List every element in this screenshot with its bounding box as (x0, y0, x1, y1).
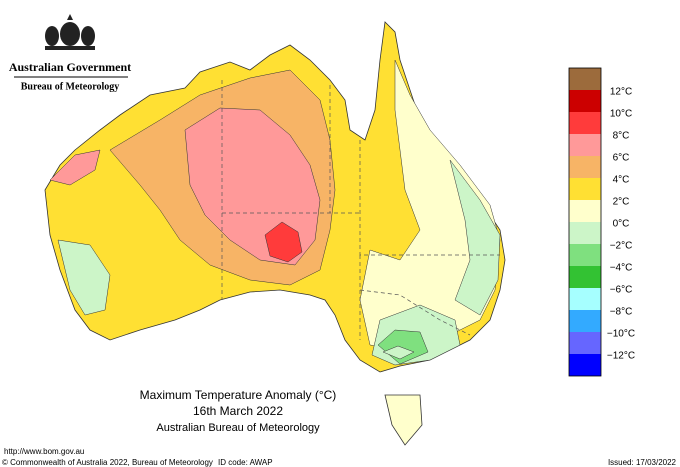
legend-swatch (569, 310, 601, 332)
legend-label: 4°C (613, 175, 630, 186)
legend-label: 6°C (613, 153, 630, 164)
footer-issued: Issued: 17/03/2022 (608, 458, 677, 467)
legend-label: 10°C (610, 109, 632, 120)
bureau-name: Bureau of Meteorology (21, 81, 120, 92)
australia-map (44, 21, 506, 446)
legend-swatch (569, 90, 601, 112)
map-title: Maximum Temperature Anomaly (°C) (140, 388, 337, 402)
map-source: Australian Bureau of Meteorology (156, 422, 320, 434)
legend-swatch (569, 332, 601, 354)
anomaly-8-10 (264, 221, 303, 263)
legend-label: −4°C (610, 263, 633, 274)
legend-swatch (569, 266, 601, 288)
legend-swatch (569, 112, 601, 134)
legend-swatch (569, 288, 601, 310)
legend-swatch (569, 156, 601, 178)
legend-label: −8°C (610, 307, 633, 318)
legend-swatch (569, 222, 601, 244)
legend-swatch (569, 134, 601, 156)
map-date: 16th March 2022 (193, 404, 283, 418)
anomaly-se-neg2 (377, 329, 429, 365)
legend-swatch (569, 244, 601, 266)
anomaly-se-neg3 (382, 345, 415, 360)
legend-swatch (569, 178, 601, 200)
legend-label: 8°C (613, 131, 630, 142)
legend-label: −2°C (610, 241, 633, 252)
footer-copyright: © Commonwealth of Australia 2022, Bureau… (2, 458, 213, 467)
anomaly-east-neg (449, 159, 501, 316)
legend-label: −12°C (607, 351, 635, 362)
legend-swatch (569, 68, 601, 90)
footer-id: ID code: AWAP (218, 458, 273, 467)
legend-label: 2°C (613, 197, 630, 208)
legend: 12°C 10°C 8°C 6°C 4°C 2°C 0°C −2°C −4°C −6°C −8°C −… (568, 67, 635, 377)
legend-label: −6°C (610, 285, 633, 296)
state-borders (221, 80, 500, 340)
legend-swatch (569, 354, 601, 376)
legend-frame (568, 67, 602, 377)
legend-swatch (569, 200, 601, 222)
anomaly-sw-neg (57, 239, 111, 316)
legend-label: 0°C (613, 219, 630, 230)
coat-of-arms (45, 14, 95, 50)
footer-url: http://www.bom.gov.au (4, 447, 84, 456)
legend-label: 12°C (610, 87, 632, 98)
anomaly-nw (49, 149, 101, 186)
government-name: Australian Government (9, 60, 131, 74)
legend-label: −10°C (607, 329, 635, 340)
tasmania (384, 394, 423, 446)
